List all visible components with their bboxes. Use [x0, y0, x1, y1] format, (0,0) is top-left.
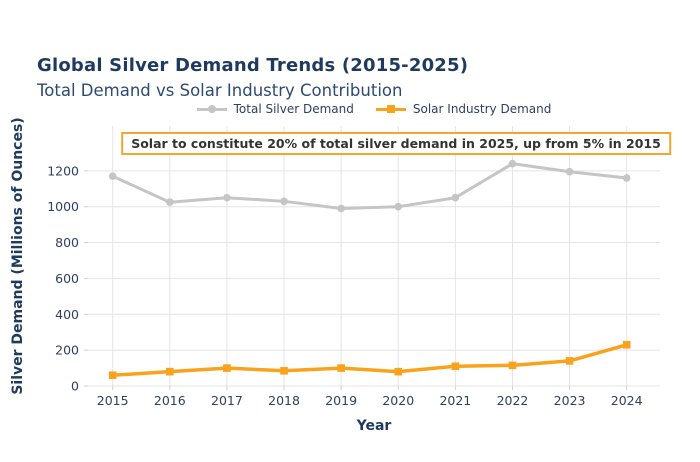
- x-tick-label: 2016: [154, 393, 186, 408]
- tick-marks: [84, 170, 628, 390]
- data-point-marker: [108, 371, 117, 380]
- series-line-total: [111, 162, 629, 210]
- x-axis-tick-labels: 2015 2016 2017 2018 2019 2020 2021 2022 2023 2024: [97, 393, 643, 408]
- data-point-marker: [394, 202, 403, 211]
- legend-line-swatch: [196, 105, 227, 113]
- data-point-marker: [451, 362, 460, 371]
- legend-label: Solar Industry Demand: [412, 102, 552, 116]
- data-point-marker: [565, 167, 574, 176]
- data-point-marker: [394, 367, 403, 376]
- legend-label: Total Silver Demand: [233, 102, 354, 116]
- y-tick-label: 1000: [47, 199, 79, 214]
- gridlines: [88, 126, 660, 387]
- legend-item-solar-industry-demand: Solar Industry Demand: [375, 102, 552, 116]
- y-tick-label: 800: [55, 235, 79, 250]
- data-point-marker: [108, 172, 117, 181]
- x-tick-label: 2015: [97, 393, 129, 408]
- series-markers-solar: [108, 340, 631, 380]
- chart-legend: Total Silver Demand Solar Industry Deman…: [88, 100, 660, 118]
- x-tick-label: 2018: [268, 393, 300, 408]
- chart-title: Global Silver Demand Trends (2015-2025): [37, 55, 469, 76]
- y-tick-label: 1200: [47, 163, 79, 178]
- series-line-solar: [110, 343, 629, 377]
- x-tick-label: 2021: [439, 393, 471, 408]
- data-point-marker: [451, 193, 460, 202]
- y-tick-label: 0: [71, 379, 79, 394]
- x-tick-label: 2017: [211, 393, 243, 408]
- chart-subtitle: Total Demand vs Solar Industry Contribut…: [37, 81, 403, 100]
- annotation-box: Solar to constitute 20% of total silver …: [121, 132, 671, 155]
- y-axis-tick-labels: 0 200 400 600 800 1000 1200: [47, 163, 79, 393]
- annotation-text: Solar to constitute 20% of total silver …: [131, 136, 661, 151]
- x-tick-label: 2023: [554, 393, 586, 408]
- legend-square-marker-icon: [386, 105, 395, 113]
- data-point-marker: [223, 364, 231, 372]
- data-point-marker: [280, 366, 288, 375]
- x-tick-label: 2019: [325, 393, 357, 408]
- data-point-marker: [622, 174, 631, 182]
- data-point-marker: [166, 198, 174, 207]
- y-axis-label: Silver Demand (Millions of Ounces): [10, 117, 26, 394]
- series-markers-total: [108, 159, 631, 213]
- data-point-marker: [508, 361, 517, 370]
- x-tick-label: 2024: [611, 393, 643, 408]
- legend-circle-marker-icon: [207, 105, 216, 113]
- data-point-marker: [337, 364, 345, 372]
- data-point-marker: [622, 340, 631, 349]
- x-tick-label: 2022: [497, 393, 529, 408]
- data-point-marker: [166, 367, 174, 376]
- data-point-marker: [337, 204, 345, 213]
- y-tick-label: 600: [55, 271, 79, 286]
- legend-line-swatch: [375, 105, 406, 113]
- y-tick-label: 400: [55, 307, 79, 322]
- data-point-marker: [565, 357, 574, 365]
- data-point-marker: [280, 197, 288, 206]
- data-point-marker: [508, 159, 517, 168]
- y-tick-label: 200: [55, 343, 79, 358]
- x-axis-label: Year: [356, 418, 392, 434]
- legend-item-total-silver-demand: Total Silver Demand: [196, 102, 354, 116]
- data-point-marker: [223, 193, 231, 202]
- x-tick-label: 2020: [382, 393, 414, 408]
